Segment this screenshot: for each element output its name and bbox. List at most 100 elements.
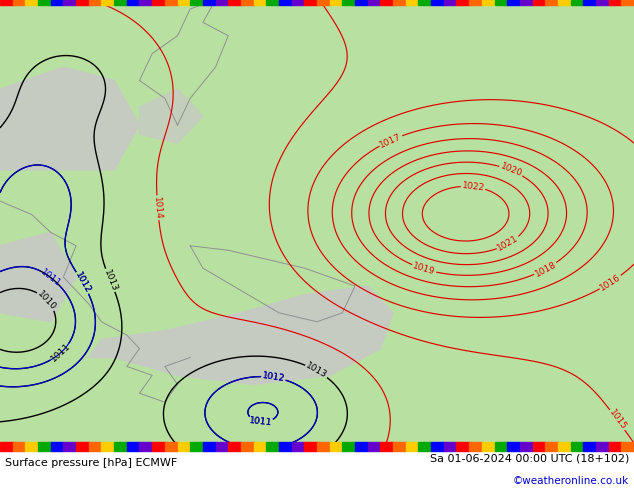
Bar [317,0,330,5]
Bar [482,447,495,451]
Bar [621,441,634,447]
Bar [63,441,76,447]
Bar [216,0,228,5]
Bar [0,0,13,5]
Bar [51,441,63,447]
Bar [216,441,228,447]
Bar [609,447,621,451]
Text: 1021: 1021 [496,234,521,253]
Bar [266,447,279,451]
Bar [533,447,545,451]
Text: 1013: 1013 [102,268,119,293]
Bar [38,0,51,5]
Text: 1010: 1010 [36,289,58,312]
Bar [355,447,368,451]
Text: 1015: 1015 [607,408,628,432]
Bar [418,447,431,451]
Bar [25,441,38,447]
Bar [583,447,596,451]
Text: 1012: 1012 [262,371,285,384]
Bar [507,441,520,447]
Bar [203,441,216,447]
Bar [482,441,495,447]
Bar [266,441,279,447]
Bar [393,0,406,5]
Bar [456,441,469,447]
Bar [63,447,76,451]
Bar [330,0,342,5]
Bar [330,441,342,447]
Bar [228,0,241,5]
Bar [190,0,203,5]
Bar [596,447,609,451]
Bar [406,441,418,447]
Bar [254,447,266,451]
Bar [444,0,456,5]
Bar [355,0,368,5]
Text: 1018: 1018 [533,260,558,278]
Text: 1012: 1012 [73,270,93,295]
Bar [165,0,178,5]
Bar [533,441,545,447]
Bar [507,0,520,5]
Text: 1012: 1012 [73,270,93,295]
Bar [406,447,418,451]
Text: 1011: 1011 [249,416,273,427]
Bar [13,447,25,451]
Bar [558,447,571,451]
Text: 1011: 1011 [49,342,72,364]
Bar [583,0,596,5]
Bar [393,447,406,451]
Bar [254,441,266,447]
Text: 1014: 1014 [152,196,163,220]
Bar [51,0,63,5]
Bar [444,447,456,451]
Text: 1011: 1011 [39,267,63,288]
Bar [127,447,139,451]
Bar [203,447,216,451]
Bar [545,447,558,451]
Bar [304,441,317,447]
Bar [152,441,165,447]
Polygon shape [0,0,634,447]
Bar [596,441,609,447]
Bar [114,447,127,451]
Bar [38,441,51,447]
Bar [621,0,634,5]
Bar [342,441,355,447]
Bar [241,0,254,5]
Bar [456,0,469,5]
Bar [431,0,444,5]
Bar [304,0,317,5]
Bar [228,441,241,447]
Bar [76,441,89,447]
Bar [406,0,418,5]
Bar [495,441,507,447]
Bar [178,441,190,447]
Bar [342,0,355,5]
Text: 1012: 1012 [262,371,285,384]
Bar [101,447,114,451]
Bar [520,441,533,447]
Bar [469,0,482,5]
Bar [342,447,355,451]
Polygon shape [139,89,203,143]
Bar [241,447,254,451]
Bar [368,0,380,5]
Bar [292,0,304,5]
Bar [507,447,520,451]
Text: 1020: 1020 [499,162,523,179]
Bar [368,441,380,447]
Bar [571,447,583,451]
Bar [241,441,254,447]
Bar [495,447,507,451]
Bar [13,441,25,447]
Bar [368,447,380,451]
Bar [139,0,152,5]
Text: Surface pressure [hPa] ECMWF: Surface pressure [hPa] ECMWF [5,458,178,468]
Bar [0,447,13,451]
Bar [533,0,545,5]
Text: ©weatheronline.co.uk: ©weatheronline.co.uk [513,475,629,486]
Bar [292,447,304,451]
Bar [596,0,609,5]
